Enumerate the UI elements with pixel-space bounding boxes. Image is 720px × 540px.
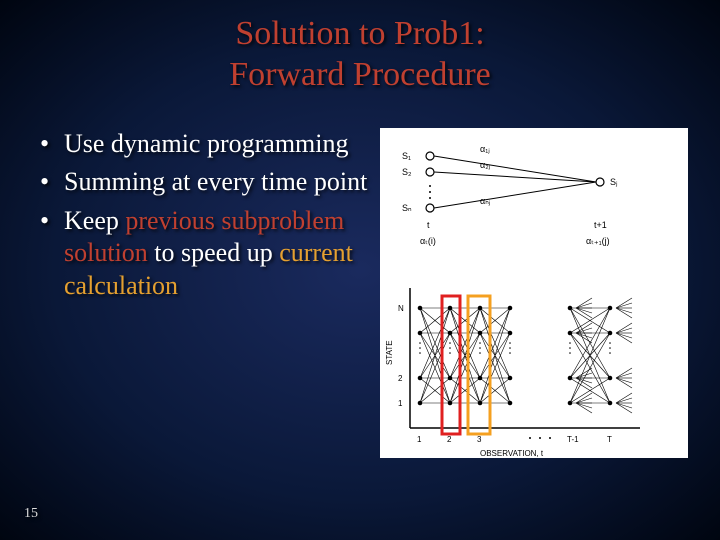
svg-text:T: T (607, 435, 612, 444)
svg-text:1: 1 (398, 399, 403, 408)
svg-text:α₁ⱼ: α₁ⱼ (480, 144, 490, 154)
svg-text:1: 1 (417, 435, 422, 444)
svg-text:N: N (398, 304, 404, 313)
svg-text:αₜ₊₁(j): αₜ₊₁(j) (586, 236, 610, 246)
page-number: 15 (24, 506, 38, 522)
svg-text:2: 2 (447, 435, 452, 444)
svg-text:α₂ⱼ: α₂ⱼ (480, 160, 491, 170)
svg-text:OBSERVATION, t: OBSERVATION, t (480, 449, 544, 458)
bullet-text: Summing at every time point (64, 167, 367, 196)
svg-text:Sₙ: Sₙ (402, 203, 412, 213)
svg-text:S₁: S₁ (402, 151, 411, 161)
svg-text:αₙⱼ: αₙⱼ (480, 196, 491, 206)
figure-panel: S₁ α₁ⱼ S₂ α₂ⱼ Sₙ αₙⱼ Sⱼ t t+1 αₜ(i) αₜ₊₁(j) 1 2 3 T-1 T… (380, 128, 688, 458)
bullet-item: Use dynamic programming (40, 128, 370, 161)
svg-text:t: t (427, 220, 430, 230)
svg-text:2: 2 (398, 374, 403, 383)
svg-text:t+1: t+1 (594, 220, 607, 230)
bullet-text: to speed up (148, 238, 279, 267)
svg-text:S₂: S₂ (402, 167, 412, 177)
svg-text:Sⱼ: Sⱼ (610, 177, 618, 187)
bullet-item: Summing at every time point (40, 166, 370, 199)
bullet-item: Keep previous subproblem solution to spe… (40, 205, 370, 303)
bullet-text: Keep (64, 206, 125, 235)
svg-text:T-1: T-1 (567, 435, 579, 444)
svg-text:3: 3 (477, 435, 482, 444)
bullet-list: Use dynamic programming Summing at every … (40, 128, 370, 458)
title-line2: Forward Procedure (0, 55, 720, 96)
slide-title: Solution to Prob1: Forward Procedure (0, 0, 720, 96)
title-line1: Solution to Prob1: (0, 14, 720, 55)
svg-text:αₜ(i): αₜ(i) (420, 236, 436, 246)
svg-text:STATE: STATE (385, 340, 394, 365)
bullet-text: Use dynamic programming (64, 129, 349, 158)
content-row: Use dynamic programming Summing at every … (0, 128, 720, 458)
